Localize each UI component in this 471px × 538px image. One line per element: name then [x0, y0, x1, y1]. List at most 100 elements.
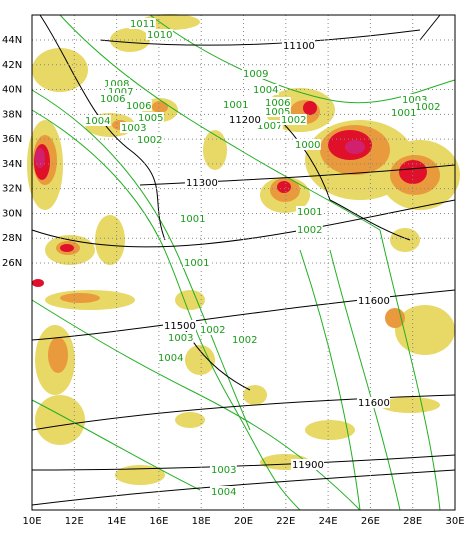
lon-label: 10E — [22, 516, 41, 527]
label-bg — [296, 206, 323, 217]
contour-lines — [31, 14, 456, 511]
label-bg — [357, 397, 390, 408]
lon-label: 12E — [65, 516, 84, 527]
lon-label: 30E — [445, 516, 464, 527]
lon-label: 14E — [107, 516, 126, 527]
contour-label: 11500 — [164, 321, 196, 332]
contour-label: 1001 — [297, 207, 322, 218]
label-bg — [357, 295, 390, 306]
label-bg — [264, 106, 291, 117]
label-bg — [157, 352, 184, 363]
contour-label: 11600 — [358, 296, 390, 307]
contour-label: 1000 — [295, 140, 320, 151]
label-bg — [228, 114, 261, 125]
lat-label: 30N — [2, 208, 22, 219]
frame — [31, 14, 456, 511]
lon-label: 28E — [403, 516, 422, 527]
contour-label: 1003 — [402, 95, 427, 106]
contour-label: 1006 — [126, 101, 151, 112]
label-bg — [146, 29, 173, 40]
label-bg — [280, 114, 307, 125]
label-bg — [183, 257, 210, 268]
label-bg — [107, 86, 134, 97]
contour-label: 1004 — [85, 116, 110, 127]
contour-label: 1010 — [147, 30, 172, 41]
label-bg — [167, 332, 194, 343]
contour-label: 1006 — [265, 98, 290, 109]
label-bg — [129, 18, 156, 29]
contour-label: 1001 — [391, 108, 416, 119]
label-bg — [120, 122, 147, 133]
lat-label: 40N — [2, 85, 22, 96]
label-bg — [136, 134, 163, 145]
contour-label: 1003 — [121, 123, 146, 134]
contour-label: 11300 — [186, 178, 218, 189]
contour-label: 1002 — [415, 102, 440, 113]
contour-label: 1011 — [130, 19, 155, 30]
lat-label: 42N — [2, 60, 22, 71]
contour-label: 1002 — [137, 135, 162, 146]
contour-label: 1002 — [200, 325, 225, 336]
contour-label: 1001 — [184, 258, 209, 269]
label-bg — [179, 213, 206, 224]
contour-label: 1002 — [232, 335, 257, 346]
lat-label: 38N — [2, 109, 22, 120]
label-bg — [296, 224, 323, 235]
label-bg — [163, 320, 196, 331]
contour-label: 1003 — [211, 465, 236, 476]
lat-label: 34N — [2, 159, 22, 170]
labels: 44N 42N 40N 38N 36N 34N 32N 30N 28N 26N 10E 12E 14E 1… — [2, 18, 465, 527]
label-bg — [84, 115, 111, 126]
contour-label: 11600 — [358, 398, 390, 409]
label-bg — [414, 101, 441, 112]
contour-label: 1002 — [297, 225, 322, 236]
lat-label: 26N — [2, 258, 22, 269]
label-bg — [125, 100, 152, 111]
label-bg — [242, 68, 269, 79]
lon-label: 20E — [234, 516, 253, 527]
contour-label: 1001 — [223, 100, 248, 111]
label-bg — [222, 99, 249, 110]
label-bg — [137, 112, 164, 123]
lon-label: 16E — [149, 516, 168, 527]
contour-label: 1007 — [257, 121, 282, 132]
contour-label: 1006 — [100, 94, 125, 105]
lon-label: 26E — [361, 516, 380, 527]
contour-label: 11200 — [229, 115, 261, 126]
label-bg — [264, 97, 291, 108]
lon-label: 18E — [192, 516, 211, 527]
lat-label: 36N — [2, 134, 22, 145]
label-bg — [199, 324, 226, 335]
label-bg — [256, 120, 283, 131]
contour-label: 11100 — [283, 41, 315, 52]
contour-label: 1005 — [265, 107, 290, 118]
contour-label: 1004 — [253, 85, 278, 96]
contour-label: 1002 — [281, 115, 306, 126]
label-bg — [252, 84, 279, 95]
label-bg — [185, 177, 218, 188]
lon-label: 22E — [276, 516, 295, 527]
label-bg — [401, 94, 428, 105]
label-bg — [210, 464, 237, 475]
lat-label: 32N — [2, 184, 22, 195]
lon-label: 24E — [319, 516, 338, 527]
contour-label: 1009 — [243, 69, 268, 80]
lat-label: 44N — [2, 35, 22, 46]
label-bg — [103, 78, 130, 89]
contour-label: 1007 — [108, 87, 133, 98]
lat-label: 28N — [2, 233, 22, 244]
label-bg — [294, 139, 321, 150]
contour-label: 1001 — [180, 214, 205, 225]
label-bg — [231, 334, 258, 345]
contour-label: 1004 — [211, 487, 236, 498]
label-bg — [291, 459, 324, 470]
contour-label: 11900 — [292, 460, 324, 471]
contour-label: 1008 — [104, 79, 129, 90]
contour-label: 1004 — [158, 353, 183, 364]
label-bg — [282, 40, 315, 51]
label-bg — [99, 93, 126, 104]
label-bg — [210, 486, 237, 497]
label-bg — [390, 107, 417, 118]
